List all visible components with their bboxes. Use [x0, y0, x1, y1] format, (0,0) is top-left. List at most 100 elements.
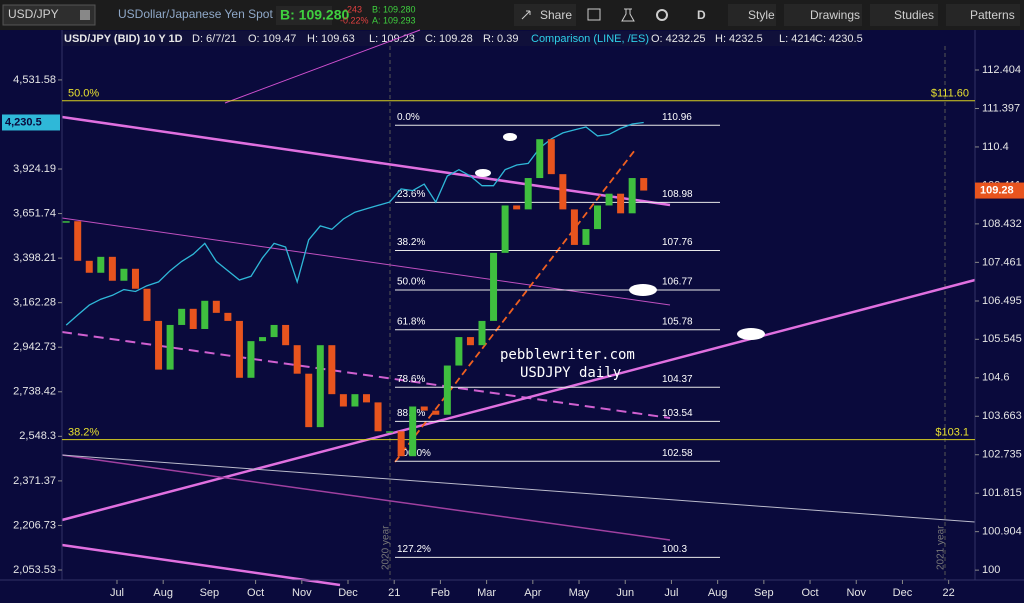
dropdown-arrow[interactable]	[80, 10, 90, 20]
button-label: Patterns	[970, 8, 1015, 22]
legend-comparison: Comparison (LINE, /ES)	[531, 33, 649, 45]
y-tick-label: 107.461	[982, 256, 1022, 268]
bid-box	[276, 6, 332, 25]
candle	[582, 229, 590, 245]
candle	[282, 324, 290, 346]
comparison-line	[65, 121, 644, 326]
y2-tick-label: 3,651.74	[13, 207, 56, 219]
fib-label: 23.6%	[397, 189, 425, 200]
candle	[178, 308, 186, 325]
y-tick-label: 102.735	[982, 449, 1022, 461]
y2-tick-label: 3,398.21	[13, 252, 56, 264]
markers	[475, 133, 765, 340]
settings-button[interactable]	[656, 9, 668, 21]
candle	[224, 312, 232, 321]
layout-button[interactable]	[587, 8, 601, 21]
candle	[62, 221, 70, 223]
y-tick-label: 100	[982, 564, 1000, 576]
x-tick-label: 21	[388, 587, 400, 599]
marker	[503, 133, 517, 141]
candle	[328, 345, 336, 395]
y-tick-label: 103.663	[982, 410, 1022, 422]
candle	[386, 431, 394, 433]
style-button[interactable]	[728, 4, 776, 26]
candle	[617, 193, 625, 214]
candle	[443, 365, 451, 415]
candle	[85, 260, 93, 273]
fib-label: 50.0%	[397, 277, 425, 288]
y2-tick-label: 3,924.19	[13, 163, 56, 175]
price-tag-label: 109.28	[980, 184, 1014, 196]
comparison-tag-label: 4,230.5	[5, 116, 42, 128]
legend-c-close: C: 4230.5	[815, 33, 863, 45]
candle	[143, 288, 151, 321]
flask-button[interactable]	[621, 8, 635, 22]
button-label: Style	[748, 8, 775, 22]
legend-high: H: 109.63	[307, 33, 355, 45]
x-tick-label: Jul	[110, 587, 124, 599]
year-label: 2020 year	[381, 525, 392, 570]
x-tick-label: Aug	[153, 587, 173, 599]
level-price: $111.60	[931, 88, 969, 100]
y-tick-label: 105.545	[982, 333, 1022, 345]
y2-tick-label: 2,053.53	[13, 564, 56, 576]
candle	[108, 256, 116, 281]
annotation: pebblewriter.com	[500, 347, 635, 363]
candle	[559, 174, 567, 210]
y-tick-label: 111.397	[982, 102, 1020, 114]
trendline	[61, 454, 671, 541]
share-button[interactable]	[514, 4, 576, 26]
candle	[270, 324, 278, 338]
candle	[513, 205, 521, 210]
candle	[259, 337, 267, 342]
legend-c-high: H: 4232.5	[715, 33, 763, 45]
studies-button[interactable]	[870, 4, 938, 26]
symbol-dropdown[interactable]	[2, 4, 96, 26]
trendline	[61, 454, 976, 523]
fib-label: 0.0%	[397, 112, 420, 123]
share-icon	[521, 10, 531, 20]
x-tick-label: Oct	[247, 587, 264, 599]
fib-price: 107.76	[662, 237, 693, 248]
fib-price: 106.77	[662, 277, 693, 288]
trendline	[61, 115, 671, 207]
fib-price: 103.54	[662, 408, 693, 419]
x-tick-label: Jul	[664, 587, 678, 599]
year-label: 2021 year	[936, 525, 947, 570]
x-tick-label: Feb	[431, 587, 450, 599]
price-tag	[975, 182, 1024, 199]
x-tick-label: Apr	[524, 587, 541, 599]
x-tick-label: Nov	[846, 587, 866, 599]
candle	[490, 252, 498, 321]
candle	[120, 268, 128, 281]
legend-date: D: 6/7/21	[192, 33, 237, 45]
plot: 112.404111.397110.4109.411108.432107.461…	[0, 30, 1024, 603]
candle	[166, 324, 174, 370]
y2-tick-label: 2,738.42	[13, 386, 56, 398]
y-tick-label: 108.432	[982, 218, 1022, 230]
candle	[235, 320, 243, 378]
candle	[420, 406, 428, 411]
toolbar-buttons: Share D Style Drawings Studies Patterns	[514, 4, 1020, 26]
drawings-button[interactable]	[784, 4, 862, 26]
patterns-button[interactable]	[946, 4, 1020, 26]
fib-label: 127.2%	[397, 544, 431, 555]
y2-tick-label: 2,942.73	[13, 341, 56, 353]
marker	[737, 328, 765, 340]
candle	[640, 178, 648, 191]
button-label: Drawings	[810, 8, 860, 22]
x-tick-label: Jun	[616, 587, 634, 599]
candle	[605, 193, 613, 206]
interval-button[interactable]: D	[697, 8, 706, 22]
level-price: $103.1	[935, 426, 969, 438]
symbol: USD/JPY	[8, 7, 59, 21]
fib-price: 110.96	[662, 112, 692, 123]
button-label: Share	[540, 8, 572, 22]
candle	[316, 345, 324, 428]
y2-tick-label: 2,371.37	[13, 475, 56, 487]
bid: B: 109.280	[372, 4, 416, 14]
candle	[536, 139, 544, 179]
legend-c-open: O: 4232.25	[651, 33, 705, 45]
y-tick-label: 110.4	[982, 141, 1009, 153]
